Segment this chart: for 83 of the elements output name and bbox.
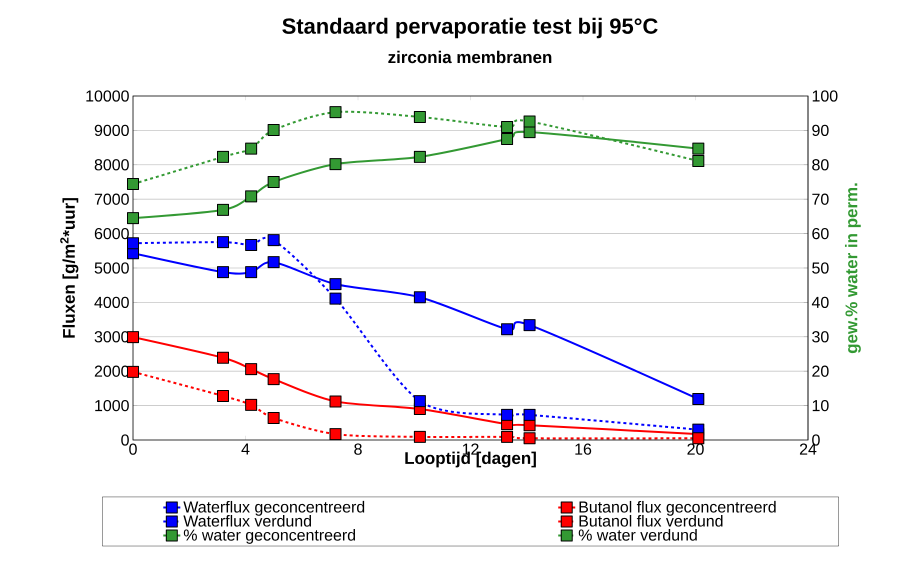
y-tick-label: 1000 (95, 400, 129, 412)
point (245, 398, 258, 411)
legend-label: Butanol flux geconcentreerd (580, 500, 776, 516)
point (330, 278, 342, 290)
y-axis-title: Fluxen [g/m$^{2}$*uur] (60, 198, 78, 338)
point (414, 430, 426, 443)
point (501, 430, 514, 443)
point (217, 204, 230, 216)
point (127, 331, 140, 344)
point (414, 291, 426, 304)
point (692, 142, 704, 155)
y2-tick-label: 0 (812, 434, 820, 446)
point (501, 323, 514, 336)
point (524, 115, 536, 128)
point (217, 352, 230, 364)
point (501, 120, 514, 133)
point (217, 236, 230, 248)
point (217, 266, 230, 278)
point (692, 393, 704, 406)
point (127, 178, 140, 190)
x-tick-label: 8 (354, 444, 362, 455)
point (330, 106, 342, 118)
y-tick-label: 7000 (94, 194, 129, 205)
y2-tick-label: 80 (812, 159, 829, 170)
y2-tick-label: 60 (812, 228, 829, 240)
y-tick-label: 4000 (94, 296, 129, 308)
y2-tick-label: 20 (812, 366, 829, 377)
point (414, 150, 426, 163)
point (245, 238, 258, 251)
point (414, 110, 426, 123)
point (217, 390, 230, 402)
point (268, 256, 280, 268)
x-tick-label: 24 (800, 444, 816, 455)
point (268, 124, 280, 136)
point (692, 155, 704, 167)
point (414, 395, 426, 408)
point (268, 373, 280, 386)
y-tick-label: 6000 (94, 228, 129, 240)
y2-tick-label: 40 (812, 296, 829, 308)
point (127, 366, 140, 378)
legend-label: Butanol flux verdund (580, 514, 722, 527)
point (330, 428, 342, 440)
point (268, 176, 280, 188)
y2-tick-label: 50 (812, 262, 829, 274)
point (330, 395, 342, 408)
point (245, 266, 258, 278)
legend-label: % water verdund (578, 528, 697, 541)
point (127, 212, 140, 224)
y2-tick-label: 30 (812, 331, 829, 342)
x-tick-label: 0 (129, 444, 137, 455)
point (524, 408, 536, 421)
chart-subtitle: zirconia membranen (388, 50, 552, 64)
point (524, 432, 536, 444)
point (245, 190, 258, 202)
legend-label: Waterflux geconcentreerd (183, 500, 364, 516)
y2-axis-title: gew.% water in perm. (844, 183, 861, 354)
y-tick-label: 9000 (94, 124, 129, 136)
point (330, 292, 342, 305)
point (127, 237, 140, 250)
y2-tick-label: 10 (812, 400, 829, 412)
point (245, 142, 258, 155)
y2-tick-label: 70 (812, 194, 829, 205)
y-tick-label: 5000 (94, 262, 129, 274)
y-tick-label: 0 (121, 434, 129, 446)
x-tick-label: 16 (575, 444, 592, 455)
chart-title: Standaard pervaporatie test bij 95°C (282, 18, 658, 38)
point (268, 234, 280, 246)
y-tick-label: 10000 (86, 90, 129, 102)
x-tick-label: 20 (687, 444, 704, 455)
point (524, 319, 536, 332)
legend-label: % water geconcentreerd (184, 528, 356, 544)
x-tick-label: 4 (241, 444, 250, 454)
point (330, 158, 342, 170)
point (501, 132, 514, 145)
point (268, 412, 280, 424)
legend-label: Waterflux verdund (183, 514, 312, 527)
y2-tick-label: 90 (812, 124, 829, 136)
point (245, 363, 258, 376)
point (692, 432, 704, 444)
y-tick-label: 8000 (94, 159, 129, 170)
point (501, 408, 514, 421)
point (217, 150, 230, 163)
y2-tick-label: 100 (812, 90, 838, 102)
